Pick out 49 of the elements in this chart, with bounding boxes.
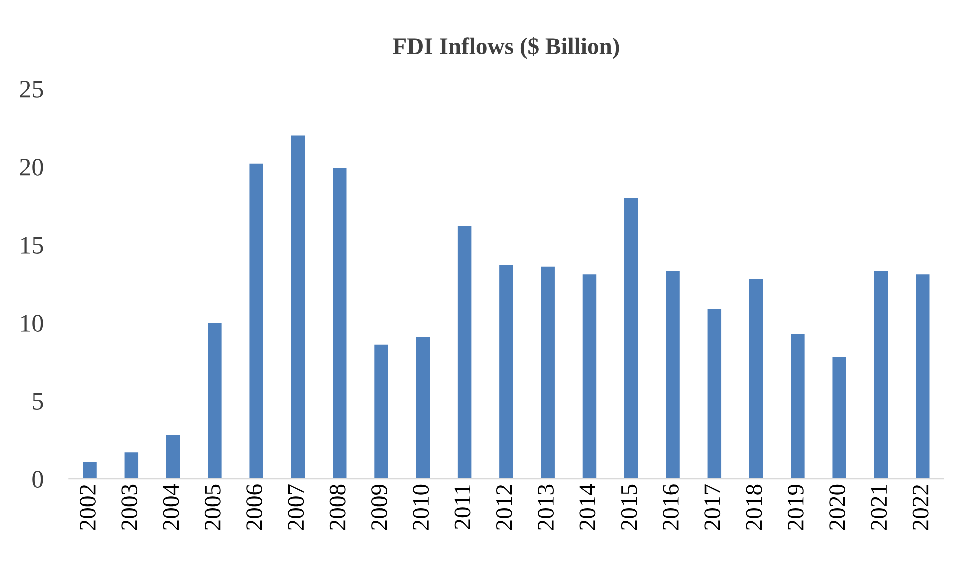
x-tick-label: 2011 bbox=[454, 485, 471, 530]
bar bbox=[250, 164, 264, 480]
x-tick-label: 2003 bbox=[122, 484, 138, 530]
x-tick-label: 2012 bbox=[496, 485, 512, 530]
bar bbox=[666, 272, 680, 480]
bar bbox=[541, 266, 555, 480]
bar bbox=[458, 226, 472, 480]
x-tick-label: 2019 bbox=[788, 484, 804, 530]
x-tick-label: 2017 bbox=[704, 484, 721, 530]
bar bbox=[83, 462, 97, 480]
bar bbox=[291, 136, 306, 480]
bar bbox=[582, 274, 597, 480]
x-tick-label: 2020 bbox=[830, 484, 846, 530]
x-tick-label: 2009 bbox=[371, 484, 388, 530]
bar bbox=[832, 357, 846, 480]
y-tick-label: 5 bbox=[33, 393, 44, 410]
x-tick-label: 2002 bbox=[80, 485, 96, 530]
x-tick-label: 2016 bbox=[662, 484, 679, 530]
x-tick-label: 2006 bbox=[246, 484, 262, 530]
x-tick-label: 2008 bbox=[330, 484, 346, 530]
bar bbox=[500, 265, 514, 480]
bar bbox=[208, 323, 222, 480]
x-tick-label: 2007 bbox=[288, 484, 304, 530]
x-tick-label: 2018 bbox=[746, 484, 762, 530]
bar bbox=[749, 279, 764, 480]
x-tick-label: 2005 bbox=[204, 484, 221, 530]
x-tick-label: 2004 bbox=[163, 484, 180, 530]
bar bbox=[874, 272, 888, 480]
x-tick-label: 2021 bbox=[871, 485, 888, 530]
bar bbox=[124, 452, 139, 480]
bar bbox=[166, 435, 180, 480]
x-tick-label: 2010 bbox=[413, 484, 430, 530]
bar bbox=[916, 274, 930, 480]
y-tick-label: 0 bbox=[32, 471, 44, 488]
x-tick-label: 2015 bbox=[621, 484, 638, 530]
bar bbox=[416, 337, 430, 480]
x-tick-label: 2013 bbox=[538, 484, 554, 530]
x-tick-label: 2014 bbox=[580, 484, 596, 530]
x-tick-label: 2022 bbox=[912, 485, 929, 530]
y-tick-label: 15 bbox=[21, 237, 44, 254]
bar bbox=[333, 168, 347, 480]
y-tick-label: 10 bbox=[21, 315, 44, 332]
bar bbox=[624, 198, 638, 480]
bar bbox=[374, 344, 388, 480]
y-tick-label: 25 bbox=[20, 81, 44, 98]
bar bbox=[708, 309, 722, 480]
bar bbox=[791, 334, 805, 480]
y-tick-label: 20 bbox=[20, 159, 44, 176]
chart-title: FDI Inflows ($ Billion) bbox=[393, 37, 620, 60]
